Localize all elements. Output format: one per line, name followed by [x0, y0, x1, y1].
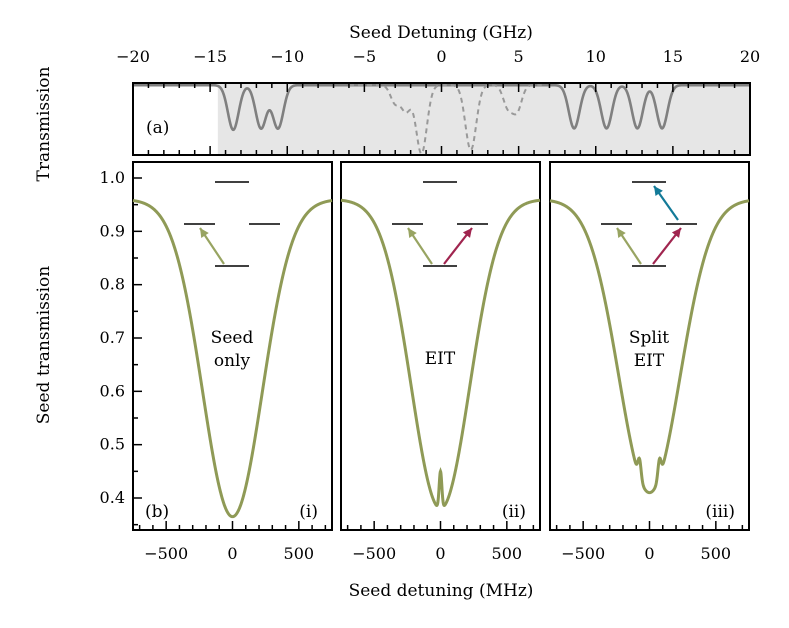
panel-i-corner-label: (i) [299, 502, 318, 522]
panel-a-x-tick-label: −10 [270, 47, 304, 66]
x-tick-label: 0 [644, 544, 654, 563]
panel-iii-level-diagram [601, 181, 697, 267]
x-tick-label: 500 [492, 544, 523, 563]
panel-iii: −500 0 500 Split EIT (iii) [549, 161, 750, 563]
lower-y-ticks: 0.4 0.5 0.6 0.7 0.8 0.9 1.0 [100, 168, 142, 526]
panel-b-label: (b) [145, 502, 169, 522]
seed-arrow-head [617, 228, 626, 238]
panel-ii-level-diagram [392, 181, 488, 267]
y-tick-label: 0.4 [100, 488, 125, 507]
y-tick-label: 0.8 [100, 275, 125, 294]
y-tick-label: 0.9 [100, 221, 125, 240]
seed-arrow-head [200, 228, 209, 238]
panel-iii-title-line2: EIT [634, 351, 665, 371]
panel-ii-x-ticks: −500 0 500 [346, 521, 535, 563]
panel-i-title-line1: Seed [211, 328, 254, 348]
panel-iii-curve [549, 199, 750, 495]
y-tick-label: 0.5 [100, 435, 125, 454]
panel-i-title-line2: only [214, 351, 251, 371]
panel-iii-title-line1: Split [629, 328, 669, 348]
panel-a-y-axis-title: Transmission [34, 67, 54, 182]
panel-a-x-ticks: −20 −15 −10 −5 0 5 10 15 20 [116, 47, 760, 155]
panel-iii-x-ticks: −500 0 500 [555, 521, 744, 563]
y-tick-label: 0.6 [100, 381, 125, 400]
x-tick-label: −500 [561, 544, 605, 563]
coupling-arrow-head [671, 228, 681, 238]
panel-ii-title-line1: EIT [425, 349, 456, 369]
panel-i-level-diagram [184, 181, 280, 267]
panel-i: −500 0 500 Seed only (b) (i) [132, 161, 333, 563]
panel-i-curve [132, 199, 333, 519]
panel-a-x-tick-label: −15 [193, 47, 227, 66]
panel-a-x-tick-label: −20 [116, 47, 150, 66]
x-tick-label: 0 [227, 544, 237, 563]
lower-x-axis-title: Seed detuning (MHz) [349, 581, 534, 601]
seed-arrow-head [408, 228, 417, 238]
panel-a-dashed-series [348, 84, 542, 155]
panel-a-label: (a) [146, 118, 169, 138]
panel-a-x-tick-label: 15 [663, 47, 683, 66]
x-tick-label: 500 [701, 544, 732, 563]
panel-ii-corner-label: (ii) [502, 502, 526, 522]
y-tick-label: 0.7 [100, 328, 125, 347]
panel-ii-curve [340, 198, 541, 508]
panel-a-x-tick-label: 10 [586, 47, 606, 66]
x-tick-label: −500 [352, 544, 396, 563]
panel-iii-corner-label: (iii) [705, 502, 735, 522]
y-tick-label: 1.0 [100, 168, 125, 187]
panel-a-x-tick-label: −5 [353, 47, 377, 66]
lower-panels: −500 0 500 Seed only (b) (i) −500 0 500 EIT … [34, 161, 750, 601]
dressing-arrow-head [654, 186, 663, 196]
panel-i-x-ticks: −500 0 500 [138, 521, 327, 563]
x-tick-label: 0 [435, 544, 445, 563]
panel-a-x-tick-label: 0 [436, 47, 446, 66]
x-tick-label: −500 [144, 544, 188, 563]
panel-a: −20 −15 −10 −5 0 5 10 15 20 (a) Seed Detuning (G… [34, 23, 760, 181]
x-tick-label: 500 [284, 544, 315, 563]
panel-a-x-tick-label: 20 [740, 47, 760, 66]
panel-a-shaded-region [217, 83, 750, 155]
lower-y-axis-title: Seed transmission [34, 266, 54, 424]
panel-ii: −500 0 500 EIT (ii) [340, 161, 541, 563]
panel-a-x-tick-label: 5 [514, 47, 524, 66]
coupling-arrow-head [462, 228, 472, 238]
panel-a-x-axis-title: Seed Detuning (GHz) [349, 23, 533, 43]
